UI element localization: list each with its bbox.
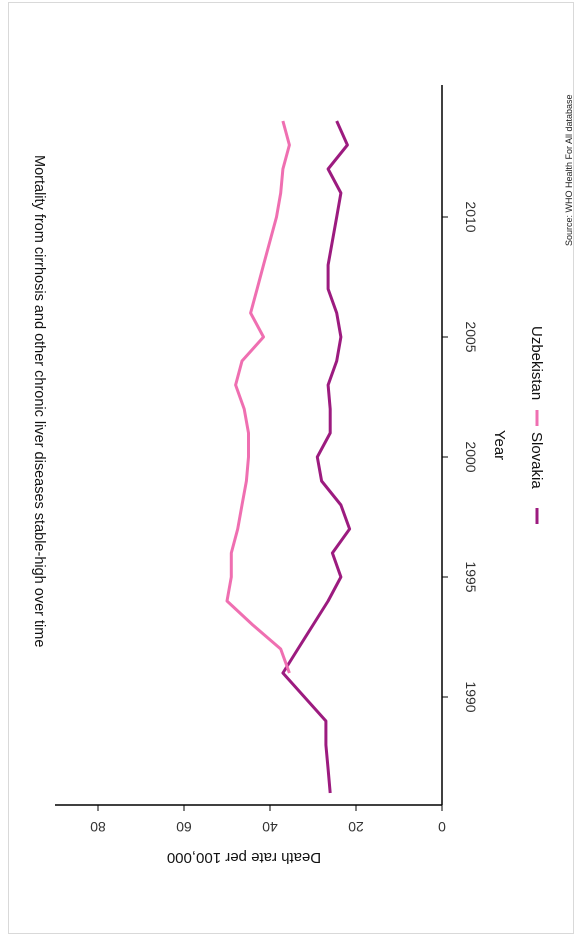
x-axis-title: Year: [491, 430, 508, 460]
y-axis-title: Death rate per 100,000: [167, 849, 321, 866]
x-tick-label: 2000: [463, 441, 479, 472]
y-tick-label: 40: [262, 819, 278, 835]
x-tick-label: 1995: [463, 561, 479, 592]
x-tick-label: 2010: [463, 201, 479, 232]
series-line-slovakia: [281, 120, 352, 794]
series-line-uzbekistan: [225, 120, 291, 674]
chart-frame: [8, 2, 574, 934]
y-tick-label: 20: [348, 819, 364, 835]
y-tick-label: 0: [438, 819, 446, 835]
y-axis: [55, 804, 443, 811]
x-axis: 1990 1995 2000 2005 2010: [441, 85, 479, 805]
chart-title: Mortality from cirrhosis and other chron…: [31, 155, 47, 647]
y-tick-label: 60: [176, 819, 192, 835]
plot-lines: [225, 120, 352, 794]
legend: Slovakia Uzbekistan: [528, 326, 545, 524]
source-note: Source: WHO Health For All database: [564, 94, 574, 246]
x-tick-label: 1990: [463, 681, 479, 712]
y-tick-label: 80: [90, 819, 106, 835]
legend-label-uzbekistan: Uzbekistan: [528, 326, 545, 400]
x-tick-label: 2005: [463, 321, 479, 352]
legend-label-slovakia: Slovakia: [528, 432, 545, 489]
